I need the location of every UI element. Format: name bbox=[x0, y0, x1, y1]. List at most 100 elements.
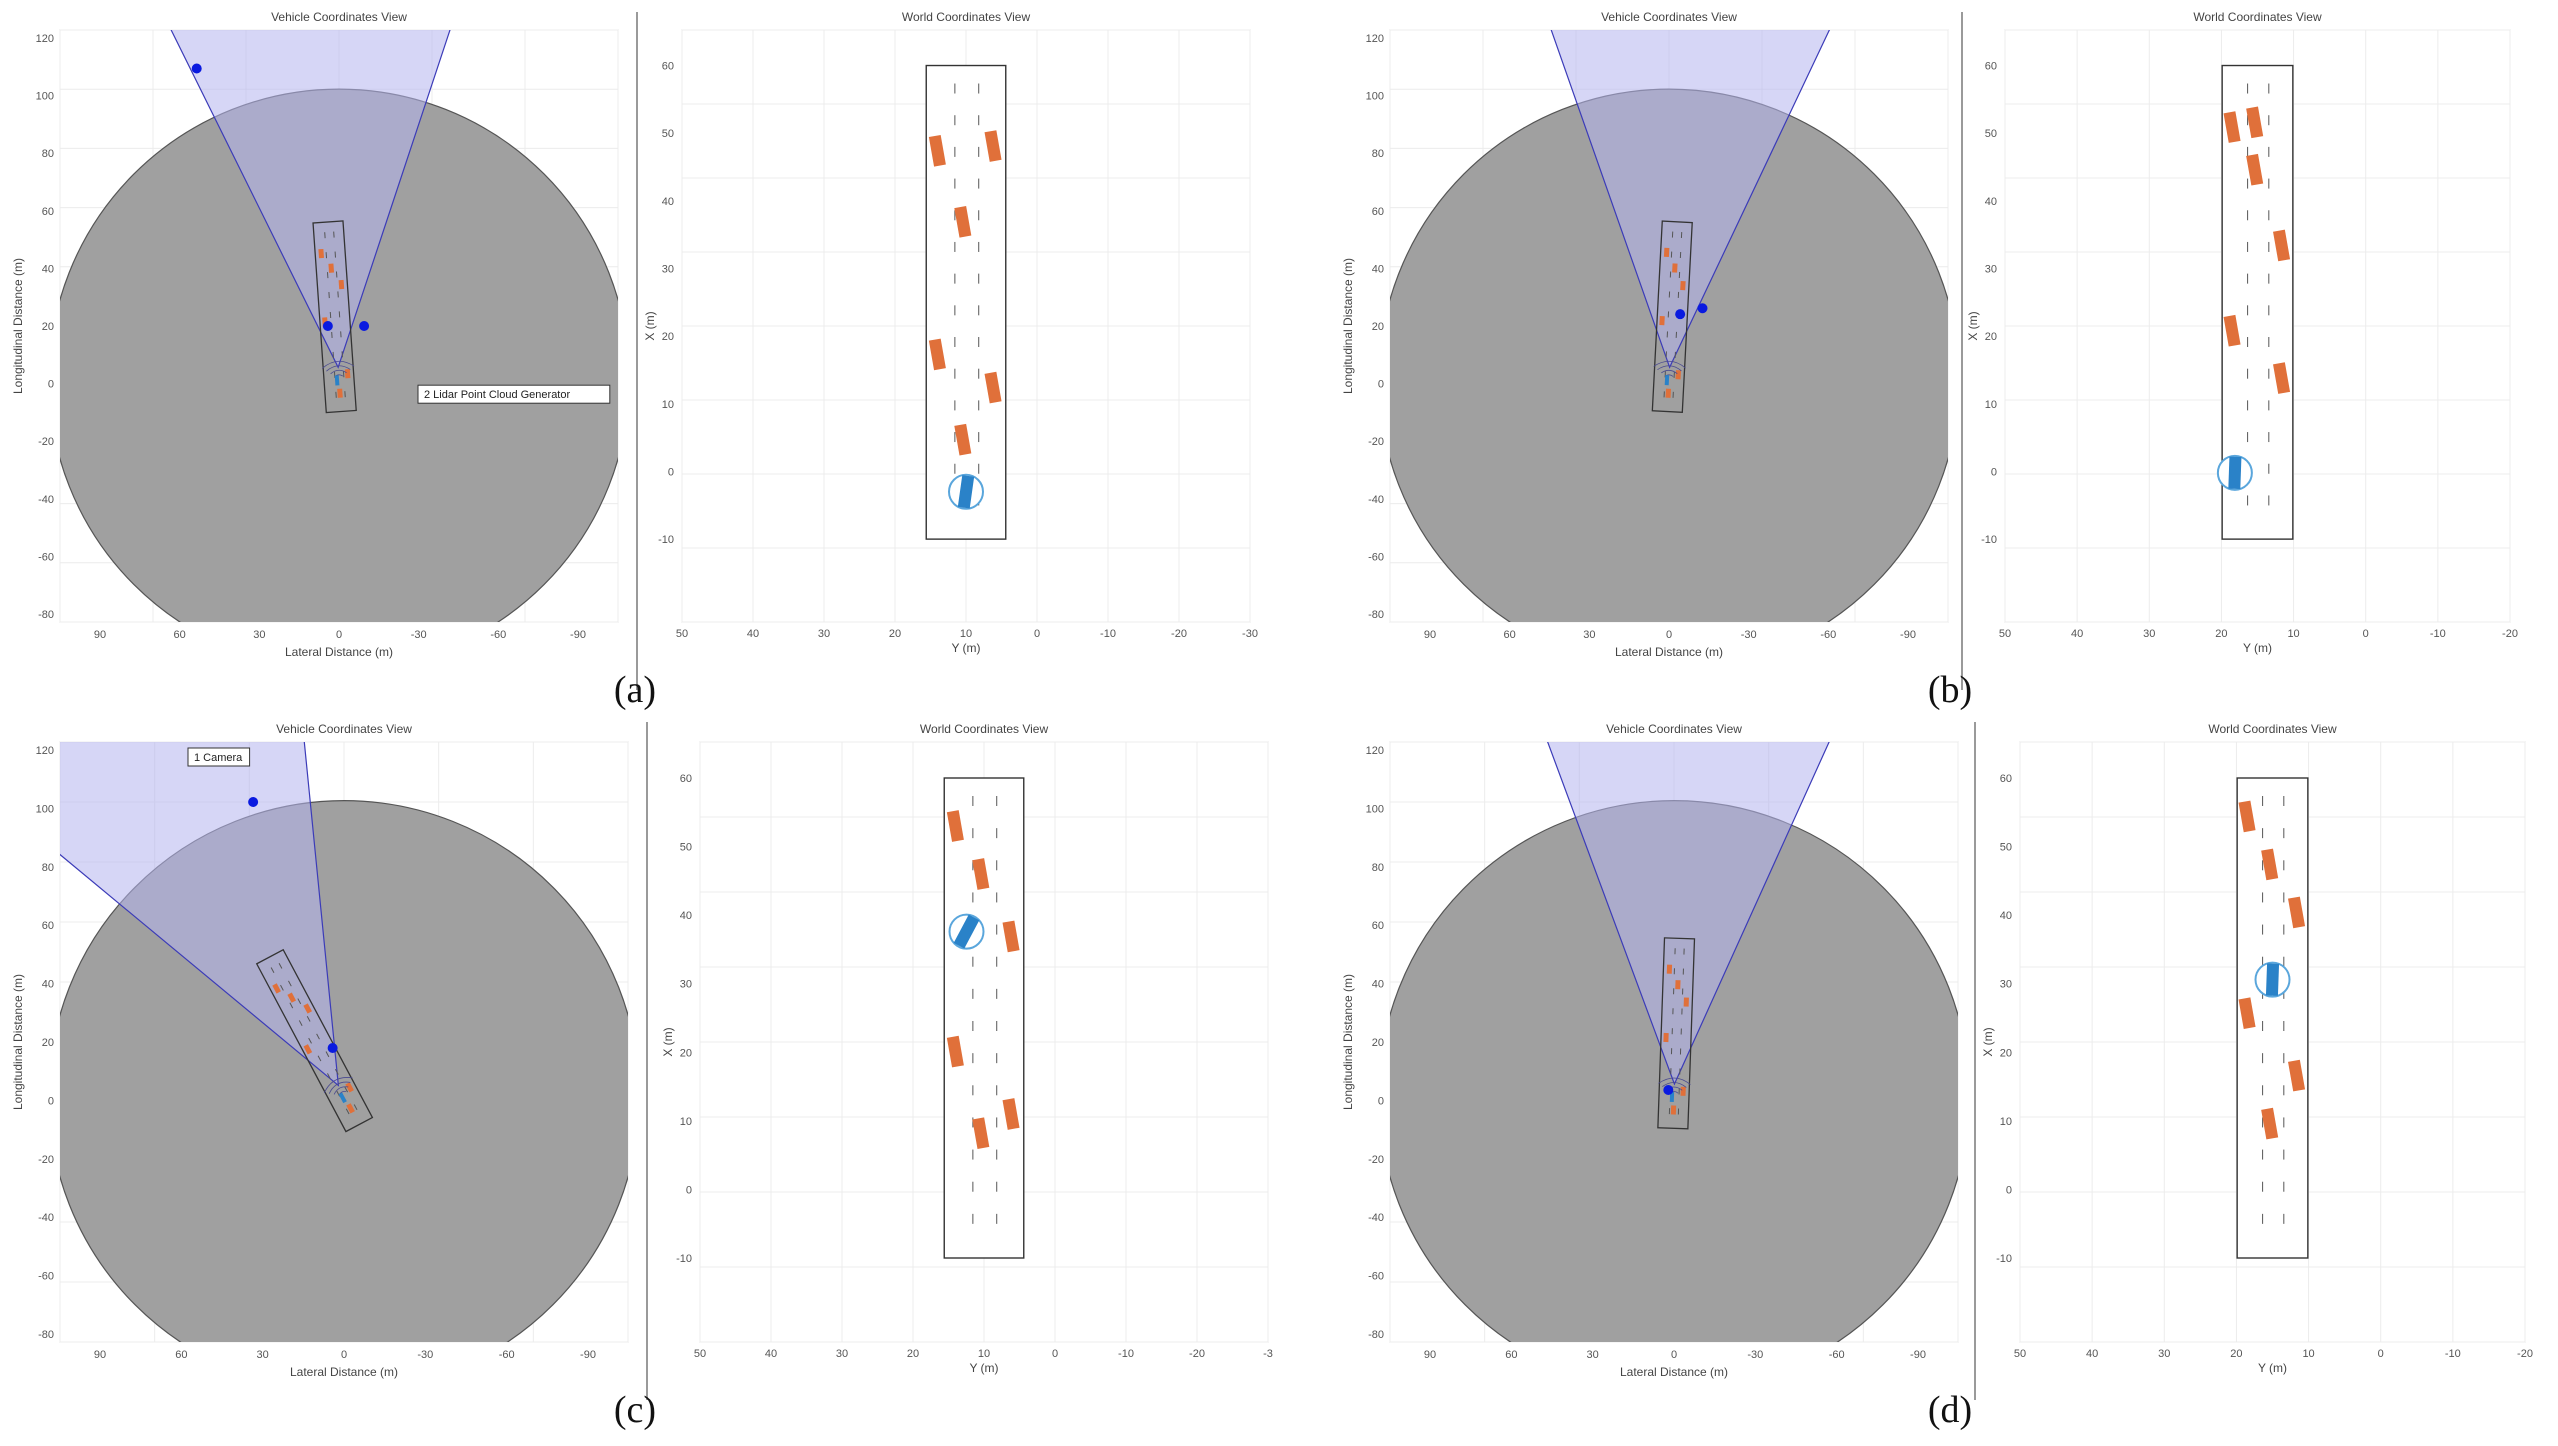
sensor-annotation-box bbox=[417, 384, 611, 404]
y-tick-label: 60 bbox=[1372, 920, 1384, 932]
y-tick-label: 60 bbox=[662, 61, 674, 73]
x-tick-label: -30 bbox=[1242, 628, 1258, 640]
vehicle-view-ylabel: Longitudinal Distance (m) bbox=[1341, 258, 1355, 394]
subfigure-label: (c) bbox=[614, 1389, 656, 1431]
y-tick-label: 100 bbox=[36, 91, 54, 103]
obstacle-vehicle bbox=[928, 338, 946, 371]
y-tick-label: 50 bbox=[662, 128, 674, 140]
world-view-title: World Coordinates View bbox=[902, 10, 1031, 24]
lidar-scan-arc bbox=[330, 369, 347, 375]
y-tick-label: 30 bbox=[2000, 979, 2012, 991]
y-tick-label: 40 bbox=[680, 910, 692, 922]
x-tick-label: -20 bbox=[2517, 1348, 2533, 1360]
x-tick-label: -30 bbox=[411, 629, 427, 641]
obstacle-marker bbox=[1672, 263, 1678, 273]
x-tick-label: -90 bbox=[1900, 629, 1916, 641]
world-view-xlabel: Y (m) bbox=[951, 641, 980, 655]
vehicle-view-title: Vehicle Coordinates View bbox=[1606, 722, 1742, 736]
x-tick-label: 90 bbox=[1424, 629, 1436, 641]
obstacle-vehicle bbox=[954, 423, 972, 456]
y-tick-label: -60 bbox=[38, 551, 54, 563]
y-tick-label: -80 bbox=[38, 609, 54, 621]
vehicle-coordinates-view: 2 Lidar Point Cloud Generator Vehicle Coo… bbox=[11, 10, 619, 659]
obstacle-vehicle bbox=[928, 134, 946, 167]
camera-fov-wedge bbox=[60, 742, 340, 1087]
y-tick-label: -40 bbox=[1368, 494, 1384, 506]
y-tick-label: -60 bbox=[1368, 1271, 1384, 1283]
x-tick-label: 40 bbox=[2086, 1348, 2098, 1360]
x-tick-label: 90 bbox=[94, 629, 106, 641]
obstacle-vehicle bbox=[2288, 1059, 2306, 1092]
world-view-ylabel: X (m) bbox=[661, 1027, 675, 1056]
obstacle-marker bbox=[318, 248, 324, 259]
y-tick-label: 20 bbox=[1985, 331, 1997, 343]
ego-vehicle-marker bbox=[1664, 375, 1670, 386]
y-tick-label: -60 bbox=[38, 1271, 54, 1283]
y-tick-label: -80 bbox=[1368, 1329, 1384, 1341]
x-tick-label: 0 bbox=[336, 629, 342, 641]
y-tick-label: 20 bbox=[680, 1047, 692, 1059]
road-outline bbox=[1651, 220, 1693, 414]
x-tick-label: 30 bbox=[2143, 628, 2155, 640]
obstacle-marker bbox=[344, 369, 351, 379]
obstacle-marker bbox=[1675, 370, 1681, 380]
road-outline bbox=[2221, 64, 2294, 540]
obstacle-vehicle bbox=[1002, 920, 1020, 953]
y-tick-label: 40 bbox=[42, 979, 54, 991]
y-tick-label: -20 bbox=[38, 1154, 54, 1166]
y-tick-label: 80 bbox=[42, 148, 54, 160]
vehicle-view-ylabel: Longitudinal Distance (m) bbox=[11, 974, 25, 1110]
y-tick-label: 40 bbox=[1372, 979, 1384, 991]
world-view-ylabel: X (m) bbox=[643, 311, 657, 340]
obstacle-vehicle bbox=[2273, 229, 2291, 262]
world-coordinates-view: World Coordinates View Y (m) X (m) 60 50 40 30… bbox=[1981, 722, 2533, 1375]
world-view-xlabel: Y (m) bbox=[2258, 1361, 2287, 1375]
y-tick-label: 40 bbox=[2000, 910, 2012, 922]
subfigure-label: (d) bbox=[1928, 1389, 1972, 1431]
obstacle-marker bbox=[272, 983, 281, 994]
obstacle-vehicle bbox=[2238, 800, 2256, 833]
lidar-scan-arc bbox=[1657, 365, 1682, 372]
x-tick-label: 0 bbox=[2378, 1348, 2384, 1360]
lane-marking bbox=[325, 1051, 330, 1058]
x-tick-label: 0 bbox=[1052, 1348, 1058, 1360]
sensor-annotation-label: 1 Camera bbox=[194, 752, 243, 764]
x-tick-label: 50 bbox=[2014, 1348, 2026, 1360]
x-tick-label: 60 bbox=[1505, 1349, 1517, 1361]
y-tick-label: 10 bbox=[2000, 1116, 2012, 1128]
lane-marking bbox=[297, 998, 302, 1005]
vehicle-view-title: Vehicle Coordinates View bbox=[276, 722, 412, 736]
world-coordinates-view: World Coordinates View Y (m) X (m) 60 50 40 30… bbox=[1966, 10, 2518, 655]
x-tick-label: 10 bbox=[2287, 628, 2299, 640]
world-view-xlabel: Y (m) bbox=[2243, 641, 2272, 655]
ego-vehicle bbox=[2228, 456, 2242, 490]
x-tick-label: 30 bbox=[253, 629, 265, 641]
x-tick-label: -30 bbox=[1747, 1349, 1763, 1361]
world-view-title: World Coordinates View bbox=[2208, 722, 2337, 736]
obstacle-vehicle bbox=[2261, 848, 2279, 881]
y-tick-label: 60 bbox=[42, 206, 54, 218]
x-tick-label: 60 bbox=[1504, 629, 1516, 641]
y-tick-label: -40 bbox=[38, 494, 54, 506]
y-tick-label: -10 bbox=[676, 1253, 692, 1265]
obstacle-marker bbox=[287, 992, 297, 1003]
y-tick-label: 30 bbox=[1985, 263, 1997, 275]
vehicle-view-title: Vehicle Coordinates View bbox=[271, 10, 407, 24]
y-tick-label: 0 bbox=[48, 1095, 54, 1107]
obstacle-marker bbox=[1666, 964, 1673, 974]
obstacle-vehicle bbox=[984, 130, 1002, 162]
y-tick-label: 20 bbox=[42, 321, 54, 333]
plot-contents bbox=[60, 30, 618, 622]
lane-marking bbox=[288, 980, 292, 987]
x-tick-label: -20 bbox=[2502, 628, 2518, 640]
x-tick-label: 50 bbox=[676, 628, 688, 640]
lidar-scan-arc bbox=[328, 1081, 351, 1094]
detection-point bbox=[1675, 309, 1686, 320]
y-tick-label: 60 bbox=[1985, 61, 1997, 73]
y-tick-label: 0 bbox=[48, 379, 54, 391]
x-tick-label: 0 bbox=[1034, 628, 1040, 640]
obstacle-vehicle bbox=[984, 371, 1002, 404]
y-tick-label: -80 bbox=[1368, 609, 1384, 621]
lane-marking bbox=[278, 963, 283, 969]
